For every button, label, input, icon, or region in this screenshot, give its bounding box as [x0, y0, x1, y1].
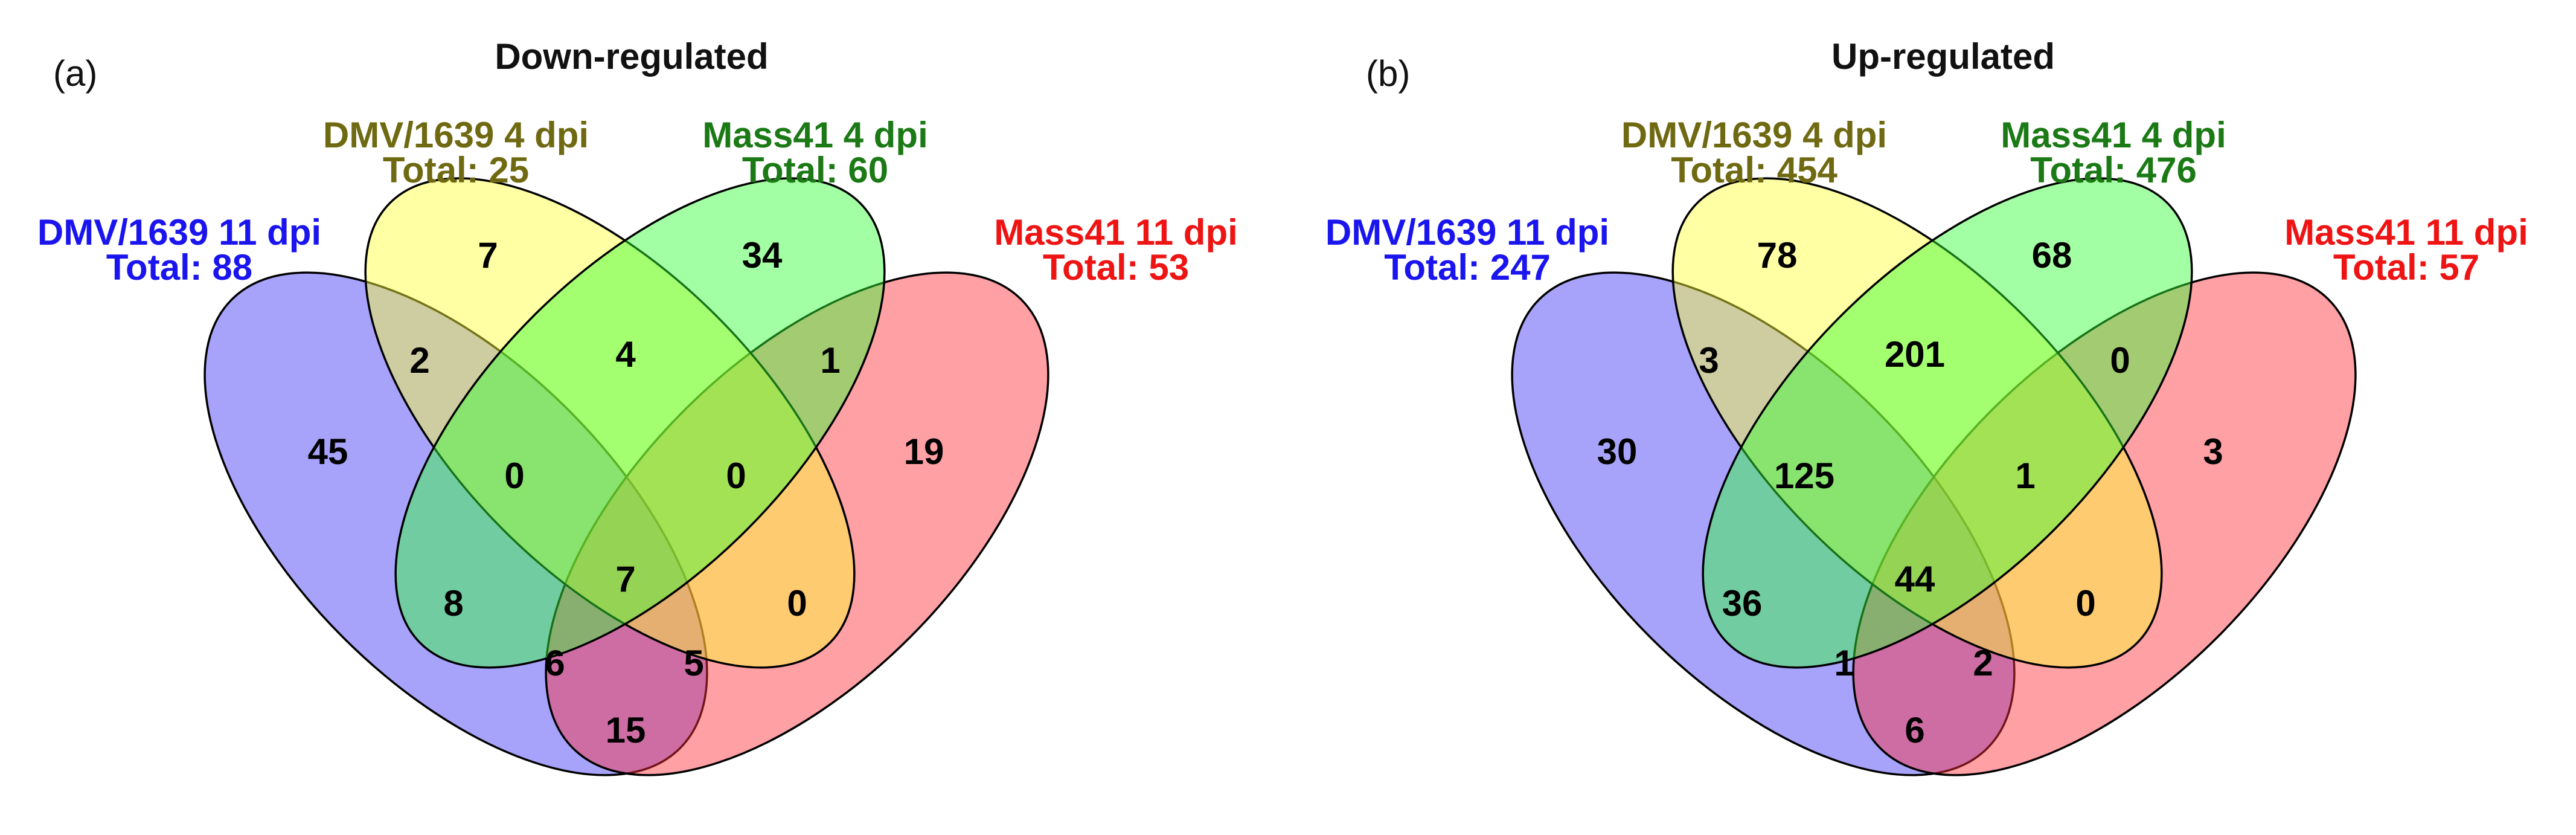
panel-a-label: (a) [53, 53, 97, 94]
count-dmv11-dmv4-mass4: 0 [504, 456, 524, 496]
ellipse-mass41-4dpi [1702, 177, 2193, 669]
set-total-mass41-11dpi: Total: 53 [1043, 247, 1189, 288]
count-dmv11-mass11: 15 [606, 710, 646, 750]
count-dmv4-mass4: 201 [1885, 334, 1945, 375]
set-label-mass41-4dpi: Mass41 4 dpi [2001, 115, 2226, 155]
count-dmv11-dmv4-mass11: 5 [684, 643, 703, 683]
panel-b-title: Up-regulated [1831, 36, 2055, 77]
set-label-dmv1639-4dpi: DMV/1639 4 dpi [1621, 115, 1887, 155]
panel-b-label: (b) [1366, 53, 1410, 94]
set-label-dmv1639-11dpi: DMV/1639 11 dpi [1325, 212, 1609, 253]
set-label-mass41-11dpi: Mass41 11 dpi [2284, 212, 2528, 253]
count-dmv4-only: 78 [1757, 235, 1798, 276]
set-total-dmv1639-11dpi: Total: 88 [106, 247, 252, 288]
count-mass4-mass11: 0 [2110, 340, 2130, 381]
count-dmv11-dmv4: 2 [409, 340, 429, 381]
set-total-mass41-4dpi: Total: 476 [2030, 150, 2197, 190]
set-total-dmv1639-11dpi: Total: 247 [1384, 247, 1551, 288]
ellipse-mass41-4dpi [394, 177, 886, 669]
count-all-four: 44 [1895, 559, 1935, 599]
ellipse-mass41-11dpi [545, 271, 1049, 776]
count-dmv4-mass4: 4 [615, 334, 636, 375]
set-label-mass41-11dpi: Mass41 11 dpi [994, 212, 1238, 253]
panel-a-title: Down-regulated [495, 36, 768, 77]
count-dmv11-mass4-mass11: 6 [545, 643, 565, 683]
count-dmv11-mass11: 6 [1905, 710, 1924, 750]
count-mass4-mass11: 1 [820, 340, 840, 381]
panel-b: (b) Up-regulated DMV/1639 4 dpi Total: 4… [1325, 36, 2528, 776]
count-dmv4-mass11: 0 [2075, 583, 2095, 624]
count-dmv11-mass4: 8 [443, 583, 463, 624]
count-dmv11-mass4-mass11: 1 [1834, 643, 1854, 683]
ellipse-dmv1639-11dpi [203, 271, 708, 776]
count-dmv11-mass4: 36 [1722, 583, 1763, 624]
count-all-four: 7 [615, 559, 635, 599]
count-mass11-only: 3 [2203, 431, 2223, 472]
set-total-dmv1639-4dpi: Total: 25 [383, 150, 529, 190]
count-dmv11-dmv4-mass4: 125 [1774, 456, 1834, 496]
panel-a: (a) Down-regulated DMV/1639 4 dpi Total:… [37, 36, 1238, 776]
set-total-mass41-11dpi: Total: 57 [2333, 247, 2479, 288]
set-label-dmv1639-11dpi: DMV/1639 11 dpi [37, 212, 321, 253]
ellipse-mass41-11dpi [1852, 271, 2357, 776]
count-dmv11-dmv4: 3 [1699, 340, 1719, 381]
count-dmv11-only: 30 [1597, 431, 1638, 472]
count-mass11-only: 19 [904, 431, 944, 472]
count-dmv4-mass11: 0 [787, 583, 807, 624]
count-dmv11-dmv4-mass11: 2 [1973, 643, 1993, 683]
count-mass4-only: 68 [2032, 235, 2072, 276]
count-dmv4-mass4-mass11: 0 [726, 456, 746, 496]
set-total-dmv1639-4dpi: Total: 454 [1671, 150, 1837, 190]
count-mass4-only: 34 [742, 235, 783, 276]
set-total-mass41-4dpi: Total: 60 [742, 150, 888, 190]
count-dmv11-only: 45 [308, 431, 348, 472]
set-label-mass41-4dpi: Mass41 4 dpi [702, 115, 928, 155]
count-dmv4-mass4-mass11: 1 [2015, 456, 2035, 496]
count-dmv4-only: 7 [478, 235, 498, 276]
set-label-dmv1639-4dpi: DMV/1639 4 dpi [323, 115, 589, 155]
ellipse-dmv1639-11dpi [1511, 271, 2016, 776]
